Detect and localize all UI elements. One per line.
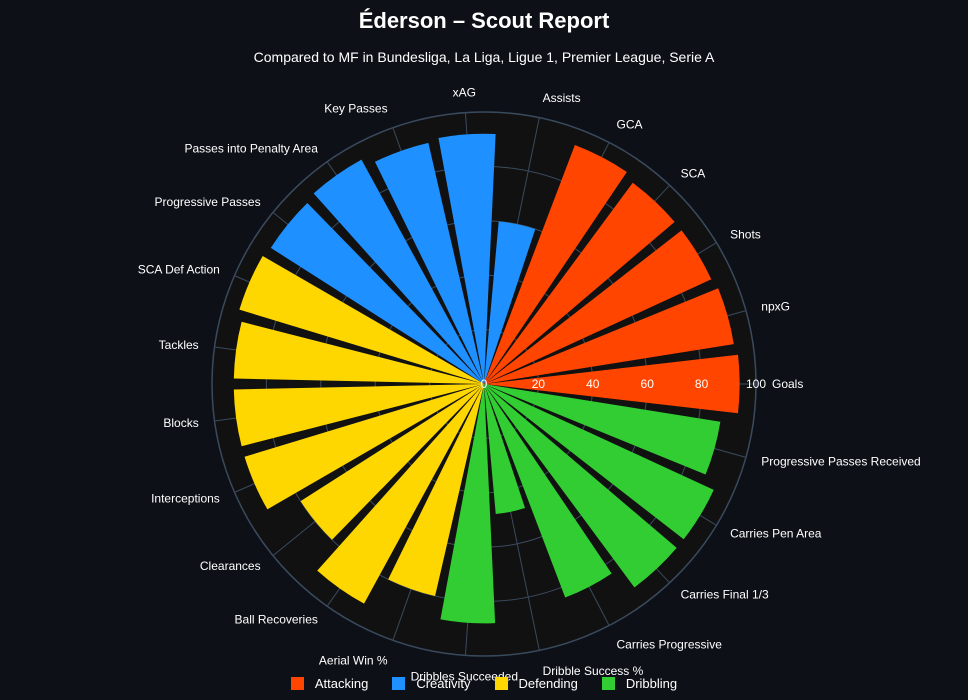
legend-swatch bbox=[601, 677, 615, 690]
bar-sca-def-action bbox=[239, 255, 484, 384]
bar-npxg bbox=[484, 288, 734, 384]
bar-carries-final-1-3 bbox=[484, 384, 677, 588]
chart-subtitle: Compared to MF in Bundesliga, La Liga, L… bbox=[253, 49, 715, 65]
category-label: Carries Final 1/3 bbox=[681, 588, 769, 602]
category-label: Blocks bbox=[163, 416, 198, 430]
legend-item-creativity[interactable]: Creativity bbox=[392, 676, 471, 691]
radial-tick-label: 100 bbox=[746, 377, 766, 391]
bar-assists bbox=[484, 221, 536, 384]
bar-ball-recoveries bbox=[317, 384, 484, 604]
legend-item-attacking[interactable]: Attacking bbox=[290, 676, 369, 691]
category-label: Passes into Penalty Area bbox=[184, 142, 318, 156]
category-label: Assists bbox=[543, 91, 581, 105]
bar-carries-pen-area bbox=[484, 384, 714, 540]
category-label: npxG bbox=[761, 299, 790, 313]
category-label: Carries Pen Area bbox=[730, 527, 822, 541]
category-label: Shots bbox=[730, 227, 761, 241]
category-label: SCA Def Action bbox=[138, 262, 220, 276]
legend-item-defending[interactable]: Defending bbox=[494, 676, 578, 691]
legend-label: Attacking bbox=[314, 676, 369, 691]
bar-dribble-success- bbox=[484, 384, 526, 515]
legend-label: Creativity bbox=[416, 676, 471, 691]
bar-key-passes bbox=[374, 142, 484, 384]
bar-aerial-win- bbox=[388, 384, 484, 597]
bar-sca bbox=[484, 182, 675, 384]
radial-tick-label: 80 bbox=[695, 377, 709, 391]
category-label: Aerial Win % bbox=[319, 653, 388, 667]
bar-passes-into-penalty-area bbox=[313, 159, 484, 384]
category-label: Carries Progressive bbox=[617, 638, 723, 652]
legend-swatch bbox=[290, 677, 304, 690]
legend-item-dribbling[interactable]: Dribbling bbox=[601, 676, 678, 691]
radial-tick-label: 60 bbox=[641, 377, 655, 391]
bar-goals bbox=[484, 354, 740, 414]
category-label: Ball Recoveries bbox=[235, 612, 318, 626]
bar-tackles bbox=[233, 321, 484, 384]
category-label: Tackles bbox=[159, 338, 199, 352]
category-label: Progressive Passes Received bbox=[761, 455, 920, 469]
bar-blocks bbox=[233, 384, 484, 447]
radial-tick-label: 20 bbox=[532, 377, 546, 391]
bar-carries-progressive bbox=[484, 384, 612, 598]
category-label: xAG bbox=[453, 86, 476, 100]
bar-dribbles-succeeded bbox=[440, 384, 496, 624]
bar-clearances bbox=[300, 384, 484, 540]
category-label: SCA bbox=[681, 167, 706, 181]
legend: Attacking Creativity Defending Dribbling bbox=[0, 676, 968, 691]
category-label: Dribbles Succeeded bbox=[411, 669, 518, 683]
bar-progressive-passes-received bbox=[484, 384, 721, 475]
category-label: GCA bbox=[617, 117, 643, 131]
legend-label: Dribbling bbox=[625, 676, 678, 691]
bar-progressive-passes bbox=[270, 202, 484, 384]
radial-tick-label: 40 bbox=[586, 377, 600, 391]
category-label: Progressive Passes bbox=[155, 195, 261, 209]
category-label: Dribble Success % bbox=[543, 664, 644, 678]
legend-label: Defending bbox=[518, 676, 578, 691]
category-label: Goals bbox=[772, 377, 803, 391]
radial-tick-label: 0 bbox=[481, 377, 488, 391]
legend-swatch bbox=[392, 677, 406, 690]
category-label: Clearances bbox=[200, 559, 261, 573]
category-label: Interceptions bbox=[151, 492, 220, 506]
category-label: Key Passes bbox=[324, 102, 387, 116]
bar-interceptions bbox=[244, 384, 484, 510]
bar-xag bbox=[438, 133, 496, 384]
bar-shots bbox=[484, 230, 712, 384]
bar-gca bbox=[484, 145, 627, 384]
legend-swatch bbox=[494, 677, 508, 690]
chart-title: Éderson – Scout Report bbox=[358, 8, 610, 33]
